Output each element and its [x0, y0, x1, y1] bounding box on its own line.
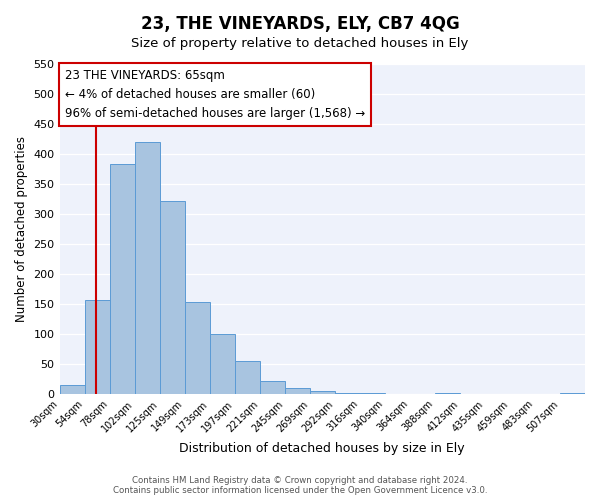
Bar [209, 334, 235, 394]
Y-axis label: Number of detached properties: Number of detached properties [15, 136, 28, 322]
Bar [110, 164, 134, 394]
Bar [160, 201, 185, 394]
Bar [85, 300, 110, 394]
Bar [134, 142, 160, 394]
Bar [310, 392, 335, 394]
Bar [285, 388, 310, 394]
Bar [59, 385, 85, 394]
Bar [235, 361, 260, 394]
Bar [260, 380, 285, 394]
Text: 23, THE VINEYARDS, ELY, CB7 4QG: 23, THE VINEYARDS, ELY, CB7 4QG [140, 15, 460, 33]
Text: Contains HM Land Registry data © Crown copyright and database right 2024.
Contai: Contains HM Land Registry data © Crown c… [113, 476, 487, 495]
Bar [335, 392, 360, 394]
Bar [185, 302, 209, 394]
X-axis label: Distribution of detached houses by size in Ely: Distribution of detached houses by size … [179, 442, 465, 455]
Text: 23 THE VINEYARDS: 65sqm
← 4% of detached houses are smaller (60)
96% of semi-det: 23 THE VINEYARDS: 65sqm ← 4% of detached… [65, 69, 365, 120]
Text: Size of property relative to detached houses in Ely: Size of property relative to detached ho… [131, 38, 469, 51]
